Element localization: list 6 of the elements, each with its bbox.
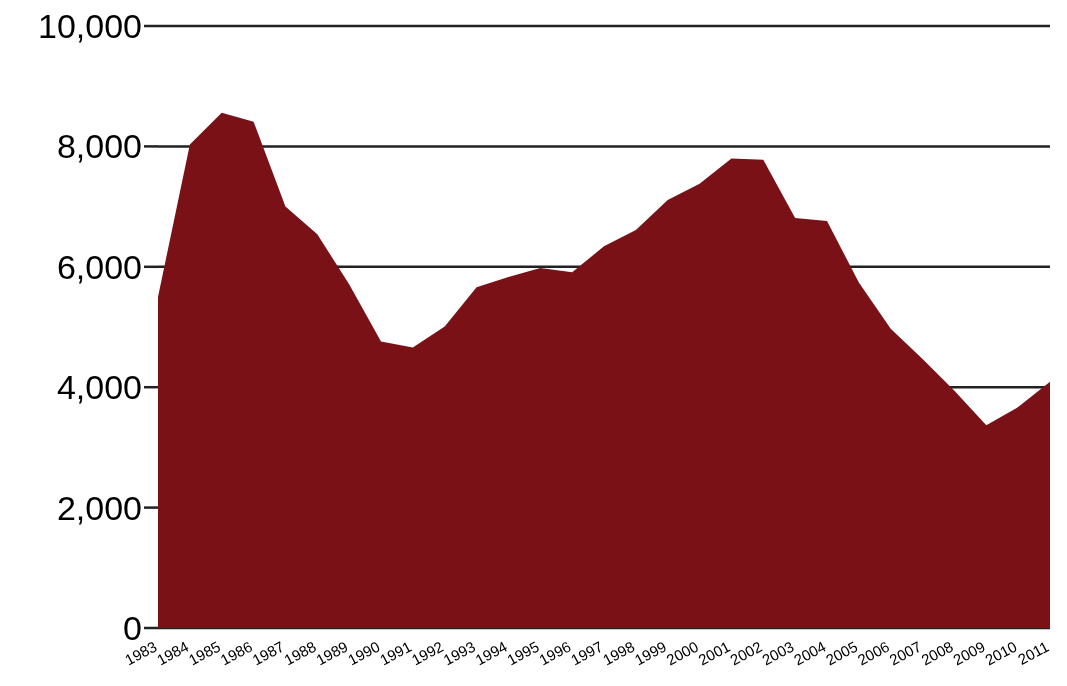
y-tick-label: 10,000 (38, 7, 142, 46)
y-tick-label: 4,000 (56, 368, 142, 407)
y-tick-label: 2,000 (56, 488, 142, 527)
y-tick-label: 8,000 (56, 127, 142, 166)
y-tick-label: 0 (123, 609, 142, 648)
y-tick-label: 6,000 (56, 247, 142, 286)
